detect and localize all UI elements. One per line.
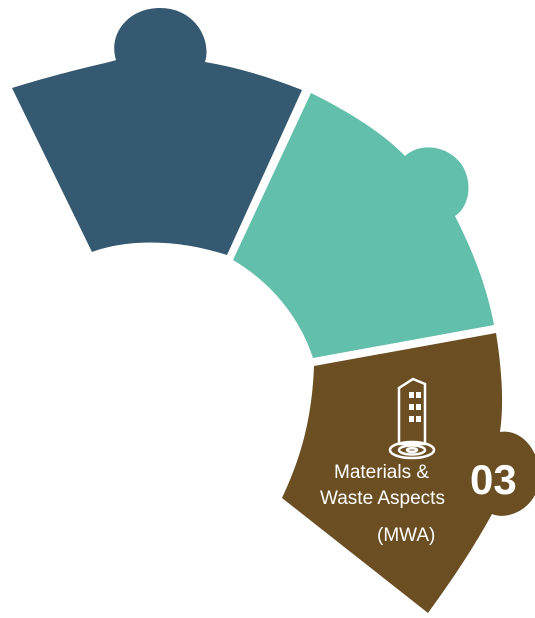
- segment-bottom-label-line3: (MWA): [377, 525, 436, 546]
- segment-bottom-label-line1: Materials &: [334, 462, 430, 483]
- segment-bottom-number: 03: [470, 456, 517, 503]
- segment-bottom: [282, 333, 535, 613]
- segment-middle: [233, 93, 494, 358]
- segment-top: [12, 8, 302, 255]
- segment-bottom-label-line2: Waste Aspects: [320, 488, 445, 509]
- building-on-log-icon: [388, 377, 436, 460]
